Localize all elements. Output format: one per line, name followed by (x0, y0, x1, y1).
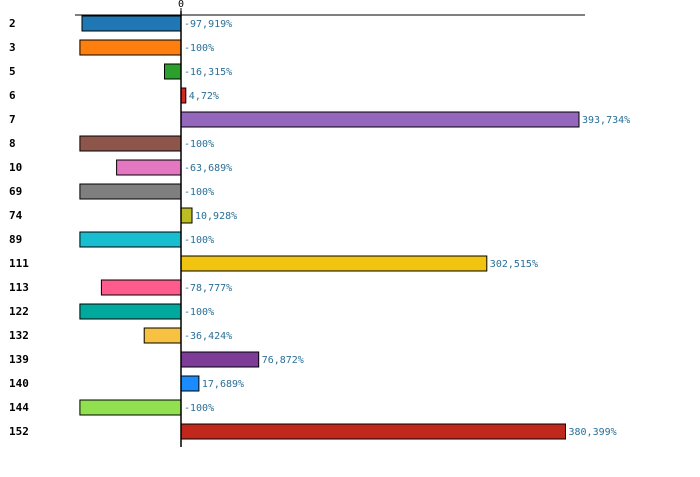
category-label-69: 69 (9, 185, 22, 198)
value-label-6: 4,72% (189, 91, 219, 102)
category-label-6: 6 (9, 89, 16, 102)
category-label-10: 10 (9, 161, 22, 174)
value-label-122: -100% (184, 307, 214, 318)
category-label-2: 2 (9, 17, 16, 30)
value-label-152: 380,399% (569, 427, 617, 438)
bar-140 (180, 375, 200, 392)
value-label-89: -100% (184, 235, 214, 246)
value-label-2: -97,919% (184, 19, 232, 30)
value-label-10: -63,689% (184, 163, 232, 174)
value-label-7: 393,734% (582, 115, 630, 126)
category-label-3: 3 (9, 41, 16, 54)
value-label-140: 17,689% (202, 379, 244, 390)
bar-144 (79, 399, 182, 416)
value-label-8: -100% (184, 139, 214, 150)
category-label-5: 5 (9, 65, 16, 78)
category-label-113: 113 (9, 281, 29, 294)
value-label-144: -100% (184, 403, 214, 414)
category-label-152: 152 (9, 425, 29, 438)
bar-132 (143, 327, 182, 344)
value-label-132: -36,424% (184, 331, 232, 342)
bar-122 (79, 303, 182, 320)
bar-139 (180, 351, 260, 368)
bar-8 (79, 135, 182, 152)
category-label-89: 89 (9, 233, 22, 246)
bar-5 (164, 63, 182, 80)
bar-69 (79, 183, 182, 200)
category-label-8: 8 (9, 137, 16, 150)
bar-152 (180, 423, 566, 440)
value-label-3: -100% (184, 43, 214, 54)
category-label-139: 139 (9, 353, 29, 366)
zero-tick-label: 0 (178, 0, 184, 10)
value-label-113: -78,777% (184, 283, 232, 294)
value-label-74: 10,928% (195, 211, 237, 222)
bar-111 (180, 255, 488, 272)
value-label-139: 76,872% (262, 355, 304, 366)
category-label-132: 132 (9, 329, 29, 342)
bar-74 (180, 207, 193, 224)
category-label-140: 140 (9, 377, 29, 390)
bar-7 (180, 111, 580, 128)
bar-10 (116, 159, 182, 176)
category-label-144: 144 (9, 401, 29, 414)
value-label-69: -100% (184, 187, 214, 198)
category-label-7: 7 (9, 113, 16, 126)
bar-113 (100, 279, 182, 296)
category-label-74: 74 (9, 209, 23, 222)
category-label-122: 122 (9, 305, 29, 318)
bars-layer: 2 -97,919% 3 -100% 5 -16,315% 6 4,72% 7 393,734% 8… (9, 15, 630, 440)
bar-89 (79, 231, 182, 248)
value-label-5: -16,315% (184, 67, 232, 78)
value-label-111: 302,515% (490, 259, 538, 270)
bar-3 (79, 39, 182, 56)
category-label-111: 111 (9, 257, 29, 270)
bar-2 (81, 15, 182, 32)
